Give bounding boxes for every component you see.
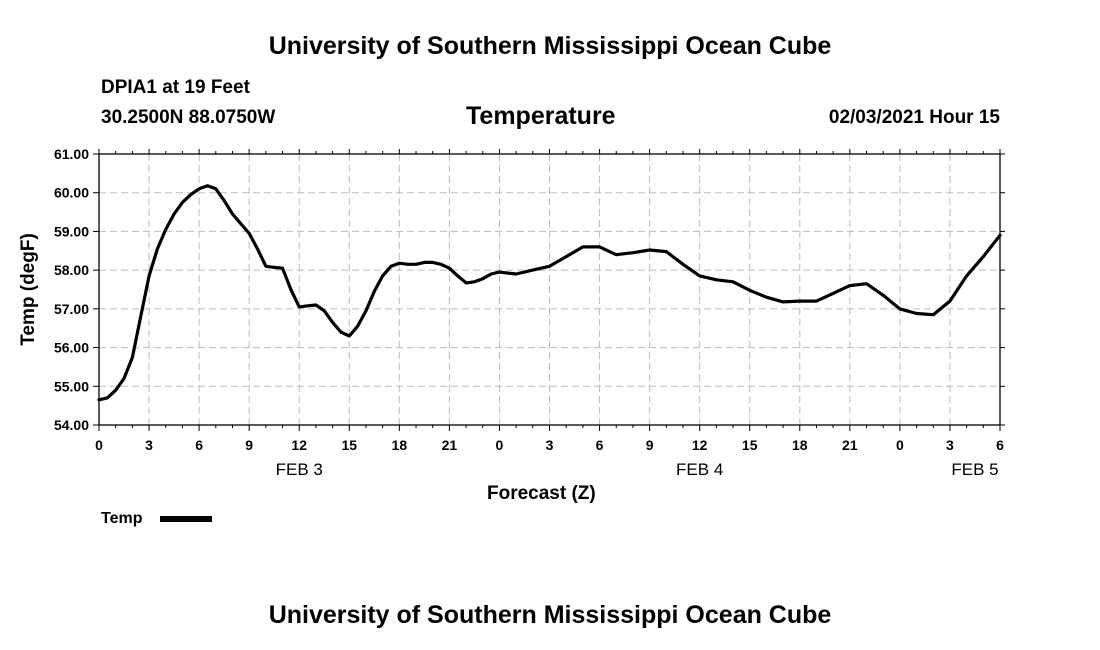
datetime-label: 02/03/2021 Hour 15 <box>828 107 1000 128</box>
station-label: DPIA1 at 19 Feet <box>101 77 250 98</box>
x-tick-label: 15 <box>341 437 357 453</box>
x-tick-label: 6 <box>195 437 203 453</box>
temperature-series-line <box>97 184 1002 402</box>
y-tick-label: 60.00 <box>54 185 89 201</box>
plot-frame <box>98 153 1001 426</box>
x-tick-label: 21 <box>442 437 458 453</box>
x-tick-label: 9 <box>646 437 654 453</box>
x-tick-label: 0 <box>896 437 904 453</box>
coords-label: 30.2500N 88.0750W <box>101 107 276 128</box>
date-label: FEB 5 <box>951 460 998 479</box>
x-tick-label: 12 <box>692 437 708 453</box>
x-tick-label: 6 <box>596 437 604 453</box>
y-tick-label: 58.00 <box>54 262 89 278</box>
legend-label: Temp <box>101 510 143 527</box>
x-tick-label: 18 <box>792 437 808 453</box>
x-axis-title: Forecast (Z) <box>487 483 596 504</box>
legend-line-swatch <box>160 516 212 522</box>
date-label: FEB 4 <box>676 460 723 479</box>
date-label: FEB 3 <box>276 460 323 479</box>
y-tick-label: 56.00 <box>54 340 89 356</box>
y-tick-label: 59.00 <box>54 223 89 239</box>
x-tick-label: 3 <box>546 437 554 453</box>
x-tick-label: 9 <box>245 437 253 453</box>
x-tick-label: 0 <box>95 437 103 453</box>
x-tick-label: 0 <box>496 437 504 453</box>
x-tick-label: 6 <box>996 437 1004 453</box>
chart-title: Temperature <box>466 102 616 130</box>
x-tick-label: 21 <box>842 437 858 453</box>
x-tick-label: 15 <box>742 437 758 453</box>
x-tick-label: 18 <box>392 437 408 453</box>
y-tick-label: 61.00 <box>54 146 89 162</box>
x-tick-label: 3 <box>145 437 153 453</box>
y-axis-title: Temp (degF) <box>18 233 39 346</box>
x-tick-label: 3 <box>946 437 954 453</box>
y-tick-label: 54.00 <box>54 417 89 433</box>
x-tick-label: 12 <box>291 437 307 453</box>
y-tick-label: 55.00 <box>54 378 89 394</box>
bottom-title: University of Southern Mississippi Ocean… <box>268 601 832 629</box>
y-tick-label: 57.00 <box>54 301 89 317</box>
top-title: University of Southern Mississippi Ocean… <box>268 32 832 60</box>
